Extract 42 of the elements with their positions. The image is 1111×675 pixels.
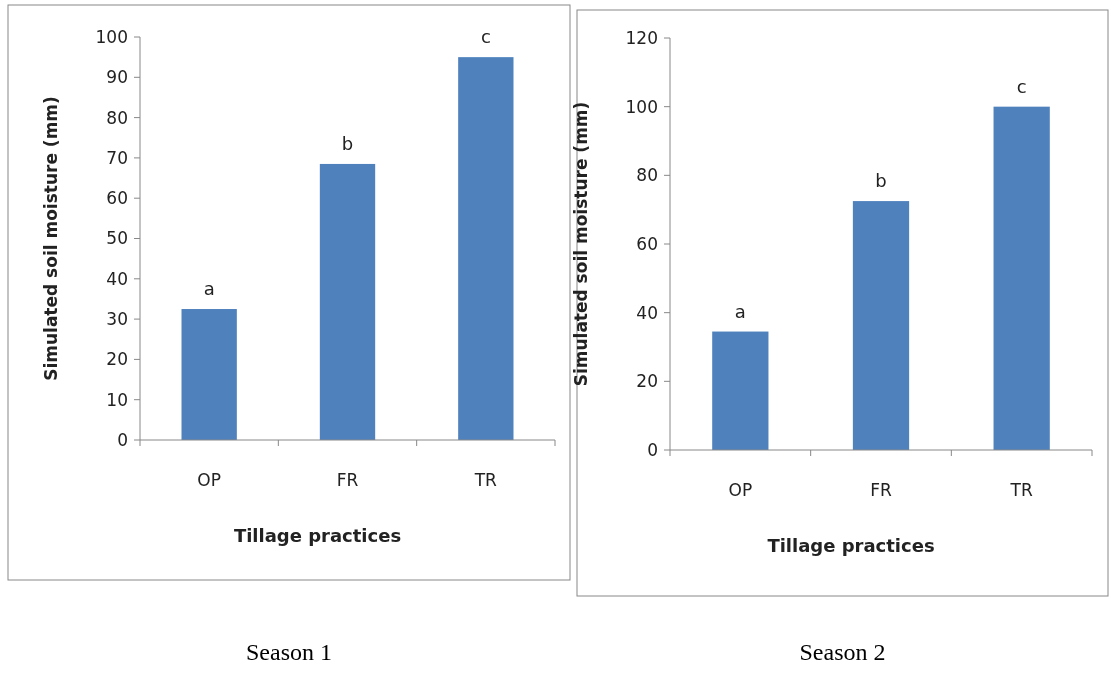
y-tick-label: 10 bbox=[106, 389, 128, 410]
y-tick-label: 70 bbox=[106, 147, 128, 168]
annotation: a bbox=[203, 278, 215, 300]
bar bbox=[993, 106, 1050, 450]
y-tick-label: 120 bbox=[625, 27, 658, 48]
text: Season 1 bbox=[246, 639, 332, 665]
y-tick-label: 40 bbox=[106, 268, 128, 289]
y-tick-label: 30 bbox=[106, 309, 128, 330]
y-tick-label: 60 bbox=[636, 233, 658, 254]
y-tick-label: 80 bbox=[106, 107, 128, 128]
x-tick-label: OP bbox=[197, 470, 221, 490]
y-tick-label: 40 bbox=[636, 302, 658, 323]
annotation: c bbox=[480, 26, 491, 48]
x-axis-title: Tillage practices bbox=[233, 525, 402, 546]
bar bbox=[712, 331, 769, 450]
x-tick-label: OP bbox=[728, 480, 753, 500]
y-tick-label: 50 bbox=[106, 228, 128, 249]
x-tick-label: TR bbox=[1009, 480, 1033, 500]
annotation: a bbox=[734, 300, 746, 322]
annotation: b bbox=[341, 132, 354, 154]
y-axis-title: Simulated soil moisture (mm) bbox=[571, 101, 591, 387]
y-tick-label: 0 bbox=[647, 439, 658, 460]
text: Season 2 bbox=[799, 639, 886, 665]
annotation: c bbox=[1016, 75, 1027, 97]
y-tick-label: 100 bbox=[95, 26, 128, 47]
x-tick-label: TR bbox=[473, 470, 498, 490]
y-axis-title: Simulated soil moisture (mm) bbox=[41, 96, 61, 381]
y-tick-label: 80 bbox=[636, 165, 658, 186]
bar bbox=[319, 163, 376, 440]
bar bbox=[852, 201, 910, 450]
y-tick-label: 20 bbox=[106, 349, 128, 370]
bar bbox=[458, 57, 514, 440]
x-tick-label: FR bbox=[870, 480, 892, 500]
x-tick-label: FR bbox=[336, 470, 359, 490]
y-tick-label: 100 bbox=[625, 96, 658, 117]
y-tick-label: 20 bbox=[636, 371, 658, 392]
y-tick-label: 90 bbox=[106, 67, 128, 88]
bar bbox=[181, 309, 237, 440]
y-tick-label: 0 bbox=[117, 429, 128, 450]
x-axis-title: Tillage practices bbox=[767, 535, 935, 556]
annotation: b bbox=[875, 170, 887, 192]
y-tick-label: 60 bbox=[106, 188, 128, 209]
